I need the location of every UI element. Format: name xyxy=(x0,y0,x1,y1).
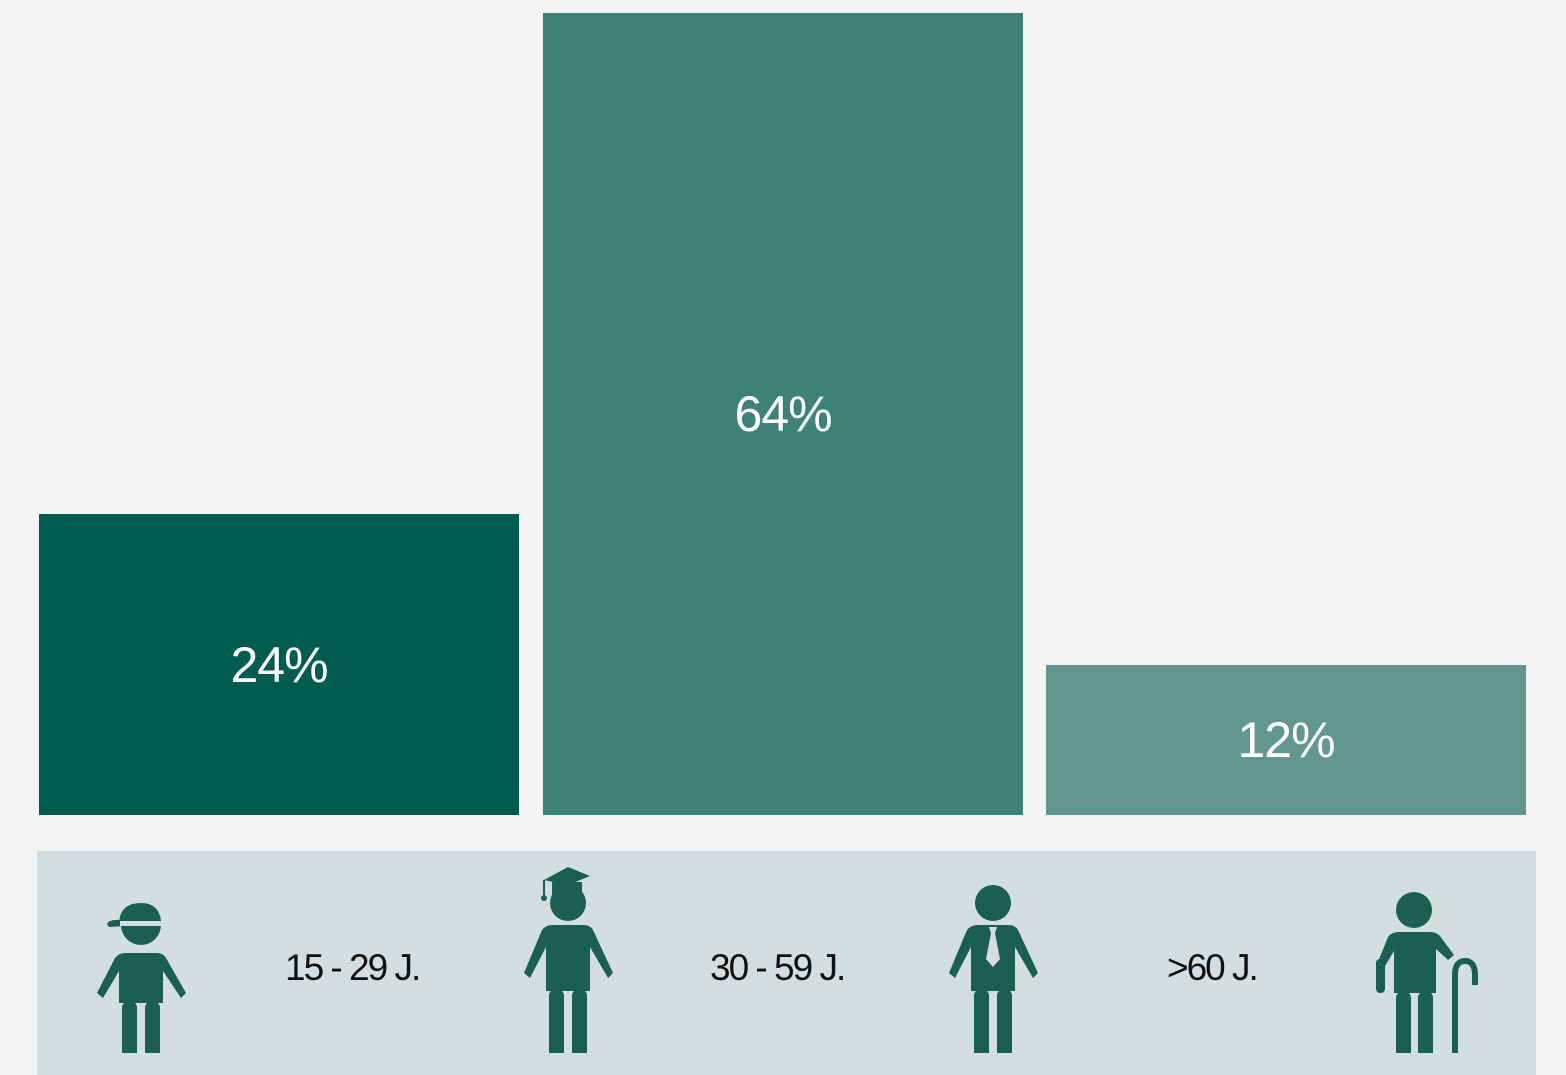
bar-30-59: 64% xyxy=(543,13,1023,815)
category-label-30-59: 30 - 59 J. xyxy=(710,947,846,988)
person-with-cap-icon xyxy=(97,903,186,1053)
bar-over-60: 12% xyxy=(1046,664,1526,815)
bar-value-label: 64% xyxy=(734,386,832,442)
bar-value-label: 24% xyxy=(230,636,328,693)
bar-15-29: 24% xyxy=(39,514,519,815)
category-label-over-60: >60 J. xyxy=(1167,947,1259,988)
person-with-tie-icon xyxy=(949,885,1038,1053)
bar-value-label: 12% xyxy=(1237,711,1335,768)
category-label-15-29: 15 - 29 J. xyxy=(285,947,421,988)
bar-chart: 24% 64% 12% xyxy=(39,13,1526,815)
graduate-person-icon xyxy=(524,867,613,1053)
age-category-band: 15 - 29 J. 30 - 59 J. >60 J. xyxy=(37,851,1536,1075)
elderly-person-with-cane-icon xyxy=(1376,892,1478,1053)
